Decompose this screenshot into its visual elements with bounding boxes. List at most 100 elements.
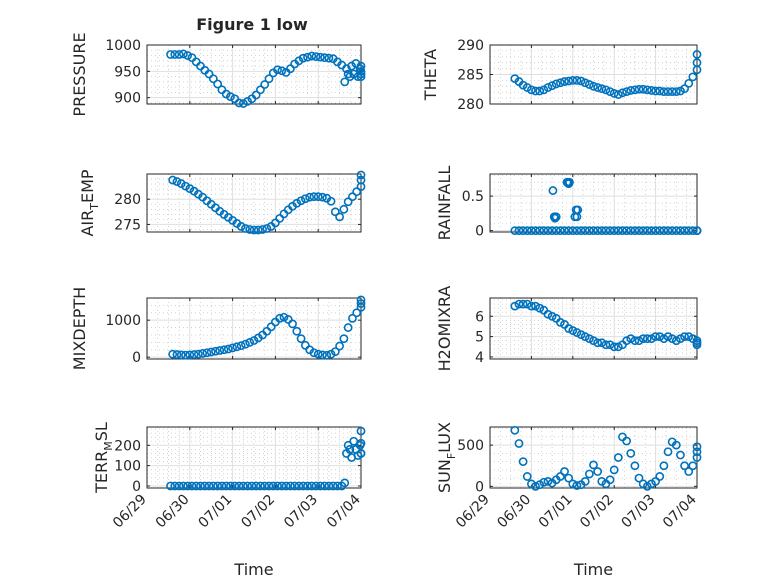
data-point: [277, 481, 287, 491]
data-point: [234, 481, 244, 491]
data-point: [535, 303, 545, 313]
data-point: [630, 226, 640, 236]
data-point: [303, 52, 312, 62]
data-point: [688, 461, 698, 471]
data-point: [527, 85, 536, 95]
data-point: [303, 481, 312, 491]
data-point: [601, 340, 611, 350]
data-point: [671, 440, 681, 450]
data-point: [172, 350, 182, 359]
data-point: [273, 481, 282, 491]
data-point: [249, 225, 259, 235]
data-point: [568, 226, 578, 236]
data-point: [680, 84, 689, 94]
data-point: [531, 86, 540, 96]
data-point: [663, 332, 673, 342]
data-point: [663, 87, 673, 97]
data-point: [568, 479, 578, 489]
data-point: [258, 225, 267, 234]
data-point: [348, 313, 357, 323]
data-point: [223, 344, 233, 354]
data-point: [597, 84, 607, 94]
y-tick-label: 900: [114, 91, 141, 107]
data-point: [260, 481, 270, 491]
data-point: [356, 69, 366, 79]
data-point: [676, 450, 685, 460]
data-point: [684, 467, 694, 476]
data-point: [548, 186, 558, 195]
data-point: [564, 76, 574, 86]
y-tick-label: 6: [475, 309, 484, 325]
data-point: [333, 481, 342, 491]
data-point: [589, 460, 598, 470]
data-point: [642, 85, 652, 95]
data-point: [576, 226, 586, 236]
data-point: [663, 447, 673, 457]
y-tick-label: 200: [114, 438, 141, 454]
data-point: [684, 226, 694, 236]
data-point: [275, 313, 285, 323]
data-point: [580, 78, 590, 88]
data-point: [576, 76, 586, 86]
data-point: [684, 332, 694, 342]
y-axis-label: SUNFLUX: [435, 422, 458, 493]
data-point: [181, 181, 190, 191]
y-tick-label: 4: [475, 350, 484, 366]
data-point: [605, 226, 615, 236]
data-point: [518, 457, 528, 467]
y-axis-label: RAINFALL: [435, 166, 454, 241]
data-point: [318, 350, 327, 360]
data-point: [684, 78, 694, 88]
data-point: [311, 481, 321, 491]
data-point: [356, 72, 366, 82]
data-point: [573, 205, 583, 215]
y-tick-label: 275: [114, 217, 141, 233]
data-point: [300, 194, 310, 204]
data-point: [292, 198, 302, 208]
data-point: [539, 226, 549, 236]
data-point: [221, 481, 231, 491]
data-point: [692, 58, 702, 68]
data-point: [183, 51, 193, 60]
data-point: [174, 50, 184, 59]
data-point: [692, 447, 702, 457]
data-point: [531, 481, 540, 491]
data-point: [688, 72, 698, 82]
data-point: [630, 461, 640, 471]
data-point: [601, 85, 611, 95]
data-point: [288, 319, 297, 329]
data-point: [518, 299, 528, 309]
y-tick-label: 100: [114, 459, 141, 475]
data-point: [335, 212, 344, 222]
data-point: [518, 226, 528, 236]
y-tick-label: 5: [475, 330, 484, 346]
y-tick-label: 0.5: [462, 189, 484, 205]
data-point: [659, 87, 669, 97]
data-point: [185, 350, 195, 360]
data-point: [543, 477, 553, 486]
data-point: [555, 317, 565, 327]
data-point: [311, 52, 321, 61]
data-point: [609, 342, 619, 352]
data-point: [680, 461, 689, 471]
data-point: [609, 226, 619, 236]
data-point: [572, 226, 582, 236]
data-point: [236, 222, 246, 231]
data-point: [178, 49, 188, 59]
data-point: [290, 481, 300, 491]
data-point: [572, 481, 582, 490]
data-point: [189, 350, 199, 359]
data-point: [535, 226, 545, 236]
data-point: [584, 334, 594, 344]
data-point: [638, 84, 648, 94]
data-point: [572, 76, 582, 85]
data-point: [328, 481, 338, 491]
data-point: [659, 334, 669, 344]
data-point: [580, 226, 590, 236]
data-point: [659, 226, 669, 236]
y-tick-label: 0: [132, 350, 141, 366]
data-point: [593, 338, 603, 348]
data-point: [292, 326, 302, 336]
data-point: [564, 226, 574, 236]
